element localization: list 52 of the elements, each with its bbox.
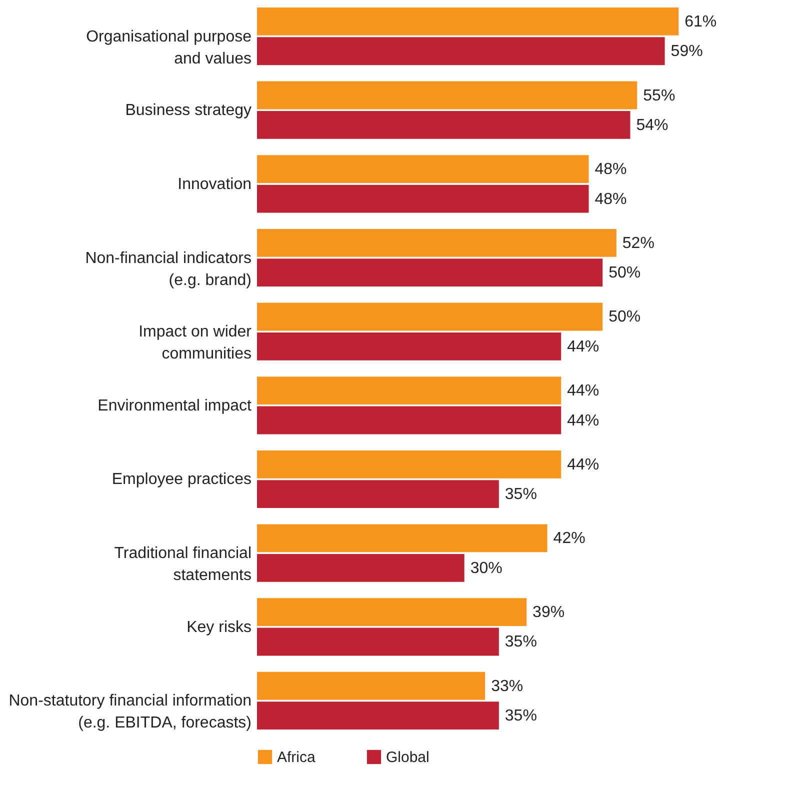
bar: [257, 37, 665, 66]
bar: [257, 302, 603, 331]
data-label: 35%: [504, 708, 537, 725]
data-label: 44%: [567, 456, 600, 474]
y-tick-label: Non-statutory financial information (e.g. EBITDA, forecasts): [8, 692, 252, 732]
y-tick-label: Employee practices: [112, 471, 252, 488]
bar: [257, 7, 679, 36]
bar: [257, 554, 464, 582]
data-label: 39%: [532, 604, 565, 622]
data-label: 30%: [470, 560, 502, 577]
data-label: 44%: [567, 382, 600, 400]
bar: [257, 450, 562, 478]
bar: [257, 332, 562, 360]
data-label: 52%: [622, 234, 654, 252]
legend-label: Africa: [277, 749, 316, 766]
bar: [257, 702, 499, 730]
data-label: 54%: [636, 116, 668, 134]
y-tick-label: Key risks: [186, 618, 252, 636]
bar: [257, 628, 499, 656]
bar: [257, 258, 603, 287]
bar: [257, 376, 562, 405]
data-label: 55%: [643, 87, 676, 104]
y-tick-label: Organisational purpose and values: [86, 28, 252, 68]
bar: [257, 228, 616, 257]
bar: [257, 672, 486, 700]
data-label: 61%: [684, 13, 717, 30]
data-label: 33%: [491, 678, 524, 695]
bar: [257, 406, 562, 434]
bar: [257, 480, 499, 508]
data-label: 42%: [553, 530, 586, 548]
data-label: 50%: [608, 264, 641, 282]
y-tick-label: Non-financial indicators (e.g. brand): [85, 250, 252, 289]
data-label: 50%: [608, 308, 641, 326]
data-label: 48%: [594, 190, 627, 208]
bar: [257, 110, 630, 139]
data-label: 59%: [670, 43, 703, 60]
y-tick-label: Impact on wider communities: [138, 324, 252, 363]
y-tick-label: Environmental impact: [98, 397, 252, 414]
data-label: 44%: [567, 338, 600, 356]
bar: [257, 598, 527, 626]
data-label: 35%: [504, 486, 537, 504]
bar: [257, 155, 589, 184]
y-tick-label: Business strategy: [125, 102, 252, 120]
data-label: 35%: [504, 634, 537, 651]
data-label: 48%: [594, 161, 627, 178]
data-label: 44%: [567, 412, 600, 430]
bar: [257, 524, 548, 552]
bar: [257, 184, 589, 213]
bar: [257, 81, 638, 110]
y-tick-label: Innovation: [178, 176, 252, 193]
y-tick-label: Traditional financial statements: [114, 545, 252, 584]
legend-label: Global: [386, 749, 430, 766]
